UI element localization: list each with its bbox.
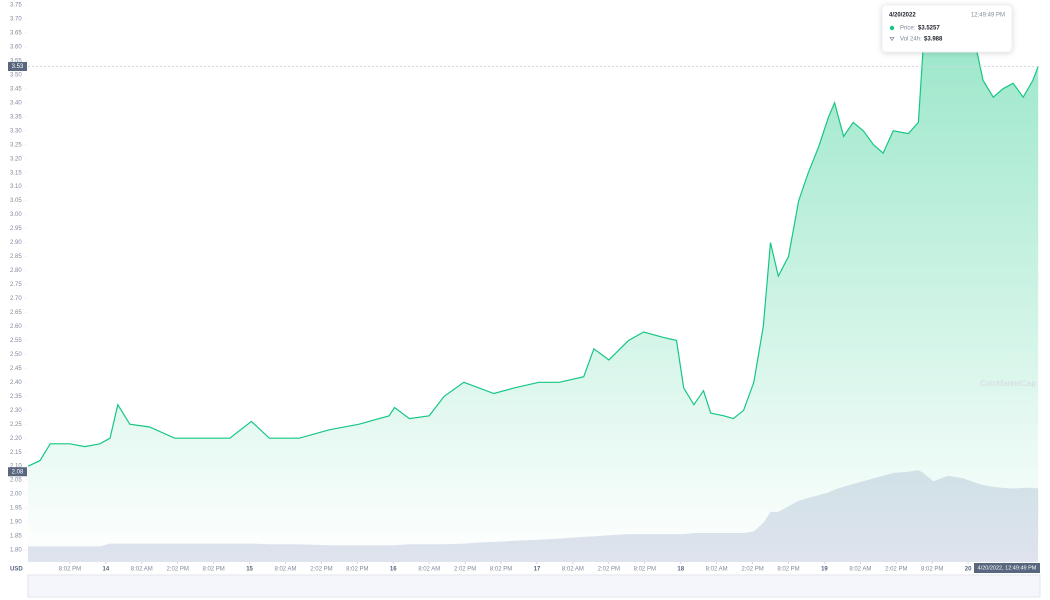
x-tick-label: 20 xyxy=(965,567,972,573)
y-tick-label: 2.90 xyxy=(10,240,22,246)
x-tick-label: 15 xyxy=(246,567,253,573)
y-tick-label: 3.40 xyxy=(10,100,22,106)
y-tick-label: 2.45 xyxy=(10,366,22,372)
y-tick-label: 2.20 xyxy=(10,436,22,442)
y-tick-label: 2.10 xyxy=(10,464,22,470)
tooltip-box xyxy=(881,4,1013,53)
y-tick-label: 1.90 xyxy=(10,520,22,526)
x-tick-label: 19 xyxy=(821,567,828,573)
x-tick-label: 8:02 PM xyxy=(202,567,224,573)
tooltip-date: 4/20/2022 xyxy=(889,13,916,19)
y-tick-label: 3.65 xyxy=(10,31,22,37)
y-tick-label: 2.75 xyxy=(10,282,22,288)
y-tick-label: 3.05 xyxy=(10,198,22,204)
y-tick-label: 3.75 xyxy=(10,3,22,9)
x-tick-label: 8:02 AM xyxy=(849,567,871,573)
tooltip-vol: $3.988 xyxy=(924,37,943,43)
tooltip-vol-label: Vol 24h: xyxy=(900,37,922,43)
y-tick-label: 3.15 xyxy=(10,170,22,176)
x-tick-label: 18 xyxy=(677,567,684,573)
y-tick-label: 1.95 xyxy=(10,506,22,512)
y-tick-label: 2.15 xyxy=(10,450,22,456)
y-tick-label: 2.55 xyxy=(10,338,22,344)
y-tick-label: 3.50 xyxy=(10,72,22,78)
tooltip: 4/20/2022 12:49:49 PM Price: $3.5257 Vol… xyxy=(881,4,1013,53)
y-tick-label: 3.70 xyxy=(10,17,22,23)
plot-layer: 3.75 3.70 3.65 3.60 3.55 3.50 3.45 3.40 3.35 3.30… xyxy=(8,3,1040,596)
y-tick-label: 3.20 xyxy=(10,156,22,162)
x-tick-label: 2:02 PM xyxy=(598,567,620,573)
navigator xyxy=(27,574,1041,598)
tooltip-time: 12:49:49 PM xyxy=(971,13,1005,19)
y-tick-label: 2.40 xyxy=(10,380,22,386)
x-tick-label: 16 xyxy=(390,567,397,573)
y-tick-label: 3.55 xyxy=(10,58,22,64)
x-tick-label: 8:02 PM xyxy=(59,567,81,573)
x-tick-label: 2:02 PM xyxy=(885,567,907,573)
y-tick-label: 3.30 xyxy=(10,128,22,134)
y-tick-label: 2.05 xyxy=(10,478,22,484)
x-tick-label: 8:02 PM xyxy=(777,567,799,573)
currency-label: USD xyxy=(10,567,23,573)
watermark: CoinMarketCap xyxy=(980,379,1036,388)
x-tick-label: 8:02 AM xyxy=(562,567,584,573)
x-tick-label: 8:02 AM xyxy=(706,567,728,573)
y-tick-label: 3.00 xyxy=(10,212,22,218)
y-tick-label: 3.60 xyxy=(10,45,22,51)
x-tick-label: 2:02 PM xyxy=(741,567,763,573)
y-tick-label: 2.80 xyxy=(10,268,22,274)
x-tick-label: 8:02 AM xyxy=(274,567,296,573)
x-tick-label: 2:02 PM xyxy=(454,567,476,573)
crosshair-label: 4/20/2022, 12:49:49 PM xyxy=(978,565,1037,571)
x-tick-label: 14 xyxy=(103,567,110,573)
x-tick-label: 17 xyxy=(534,567,541,573)
y-tick-label: 2.30 xyxy=(10,408,22,414)
y-tick-label: 3.25 xyxy=(10,142,22,148)
y-tick-label: 2.50 xyxy=(10,352,22,358)
x-tick-label: 8:02 PM xyxy=(921,567,943,573)
y-tick-label: 2.65 xyxy=(10,310,22,316)
tooltip-price-dot xyxy=(889,25,895,31)
y-tick-label: 1.80 xyxy=(10,548,22,554)
price-area xyxy=(28,7,1039,563)
x-tick-label: 8:02 PM xyxy=(490,567,512,573)
y-tick-label: 3.45 xyxy=(10,86,22,92)
y-tick-label: 3.10 xyxy=(10,184,22,190)
price-marker-badge xyxy=(8,467,27,477)
x-tick-label: 8:02 PM xyxy=(634,567,656,573)
crosshair-badge xyxy=(974,563,1040,573)
y-tick-label: 2.70 xyxy=(10,296,22,302)
x-tick-label: 8:02 AM xyxy=(418,567,440,573)
price-marker-badge xyxy=(8,61,27,71)
x-tick-label: 8:02 AM xyxy=(131,567,153,573)
price-marker-label: 3.53 xyxy=(12,64,24,70)
price-marker-label: 2.08 xyxy=(12,469,24,475)
tooltip-price-label: Price: xyxy=(900,26,916,32)
y-tick-label: 2.95 xyxy=(10,226,22,232)
y-tick-label: 3.35 xyxy=(10,114,22,120)
tooltip-price: $3.5257 xyxy=(918,26,940,32)
y-tick-label: 2.00 xyxy=(10,492,22,498)
y-tick-label: 2.25 xyxy=(10,422,22,428)
tooltip-vol-icon xyxy=(889,37,895,42)
x-tick-label: 2:02 PM xyxy=(310,567,332,573)
x-tick-label: 2:02 PM xyxy=(167,567,189,573)
x-tick-label: 8:02 PM xyxy=(346,567,368,573)
y-tick-label: 2.35 xyxy=(10,394,22,400)
y-tick-label: 1.85 xyxy=(10,534,22,540)
y-tick-label: 2.85 xyxy=(10,254,22,260)
y-tick-label: 2.60 xyxy=(10,324,22,330)
price-line xyxy=(27,5,1039,467)
